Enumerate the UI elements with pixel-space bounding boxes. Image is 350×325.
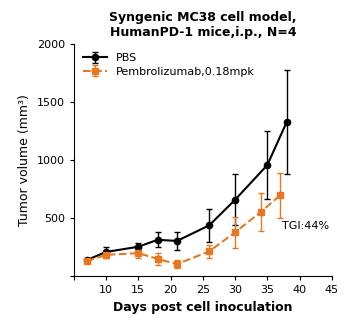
X-axis label: Days post cell inoculation: Days post cell inoculation (113, 301, 293, 314)
Legend: PBS, Pembrolizumab,0.18mpk: PBS, Pembrolizumab,0.18mpk (79, 50, 258, 80)
Title: Syngenic MC38 cell model,
HumanPD-1 mice,i.p., N=4: Syngenic MC38 cell model, HumanPD-1 mice… (109, 11, 296, 39)
Text: TGI:44%: TGI:44% (281, 221, 329, 231)
Y-axis label: Tumor volume (mm³): Tumor volume (mm³) (18, 95, 31, 226)
